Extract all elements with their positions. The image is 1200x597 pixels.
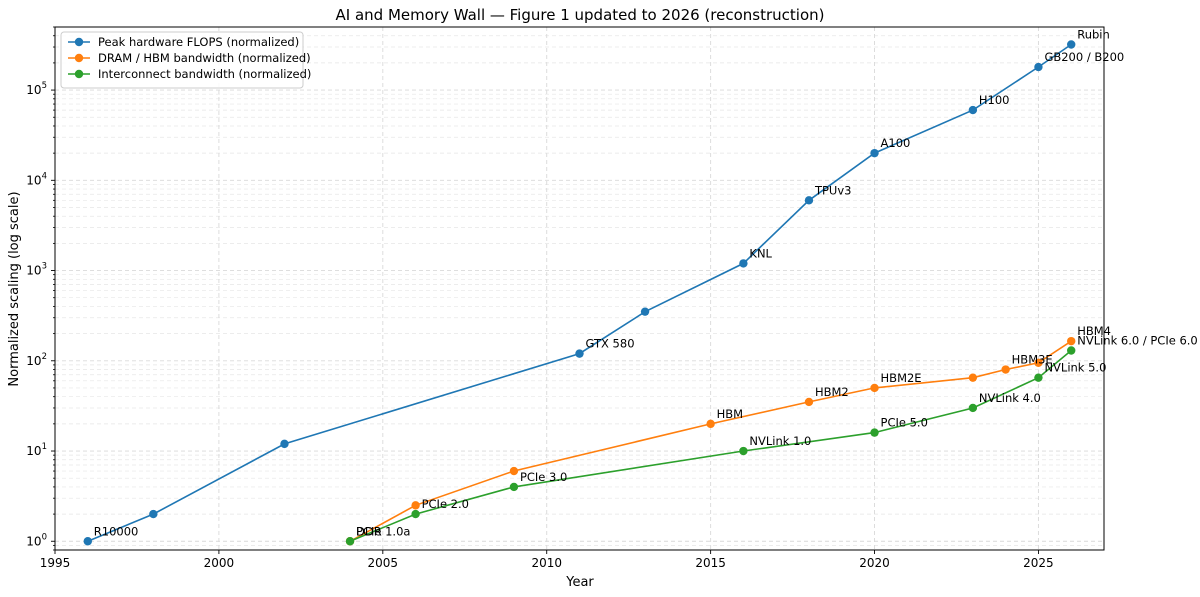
- data-point: [968, 105, 978, 115]
- x-tick-label: 2025: [1023, 556, 1054, 570]
- y-tick-label: 104: [26, 171, 47, 187]
- x-tick-label: 2000: [204, 556, 235, 570]
- data-point: [411, 501, 420, 510]
- point-label: PCIe 1.0a: [356, 524, 410, 538]
- point-label: KNL: [749, 246, 772, 260]
- legend-box: [60, 31, 304, 89]
- y-tick-label: 102: [26, 352, 47, 368]
- grid-layer: [54, 26, 1104, 551]
- point-label: Rubin: [1077, 27, 1110, 41]
- data-point: [83, 537, 92, 546]
- data-point: [1034, 62, 1043, 72]
- point-label: HBM4: [1077, 324, 1111, 338]
- tick-layer: 100 101 102 103 104 105 1995 2000 2005 2010 2015 20…: [26, 26, 1054, 570]
- point-label: PCIe 2.0: [422, 497, 469, 511]
- legend-label: Peak hardware FLOPS (normalized): [98, 35, 299, 49]
- x-tick-label: 2020: [859, 556, 890, 570]
- data-point: [280, 439, 289, 449]
- legend-item: DRAM / HBM bandwidth (normalized): [68, 51, 311, 65]
- data-point: [804, 397, 814, 407]
- series-2: [345, 346, 1076, 546]
- legend-swatch-marker: [74, 37, 84, 47]
- point-label: PCIe 5.0: [881, 416, 928, 430]
- chart-title: AI and Memory Wall — Figure 1 updated to…: [336, 6, 825, 24]
- y-tick-label: 105: [26, 81, 47, 97]
- point-label: NVLink 1.0: [749, 434, 811, 448]
- legend-item: Interconnect bandwidth (normalized): [68, 67, 311, 81]
- x-tick-label: 2005: [368, 556, 399, 570]
- point-label: R10000: [94, 524, 139, 538]
- x-tick-label: 1995: [40, 556, 71, 570]
- data-point: [706, 419, 715, 429]
- point-label: NVLink 6.0 / PCIe 6.0: [1077, 334, 1198, 348]
- legend-swatch-marker: [74, 69, 84, 79]
- legend-swatch-marker: [74, 53, 84, 63]
- series-layer: [83, 40, 1076, 546]
- data-point: [1034, 358, 1043, 367]
- y-axis-label: Normalized scaling (log scale): [7, 191, 22, 386]
- point-label-layer: R10000 GTX 580 KNL TPUv3 A100 H100 GB200 / B20…: [94, 27, 1198, 538]
- x-tick-label: 2010: [531, 556, 562, 570]
- point-label: HBM3E: [1012, 353, 1053, 367]
- data-point: [739, 446, 748, 456]
- data-point: [804, 196, 814, 205]
- legend-label: DRAM / HBM bandwidth (normalized): [98, 51, 311, 65]
- data-point: [968, 373, 978, 382]
- series-line: [349, 340, 1072, 543]
- data-point: [870, 148, 879, 158]
- data-point: [1001, 365, 1010, 374]
- data-point: [345, 537, 355, 546]
- x-tick-label: 2015: [695, 556, 726, 570]
- data-point: [575, 349, 584, 358]
- point-label: TPUv3: [814, 183, 852, 197]
- point-label: PCIe 3.0: [520, 470, 567, 484]
- data-point: [509, 466, 519, 476]
- data-point: [149, 509, 158, 519]
- point-label: NVLink 5.0: [1044, 361, 1106, 375]
- point-label: GB200 / B200: [1044, 50, 1124, 64]
- point-label: DDR: [356, 524, 382, 538]
- legend-item: Peak hardware FLOPS (normalized): [68, 35, 299, 49]
- point-label: NVLink 4.0: [979, 391, 1041, 405]
- y-tick-label: 101: [26, 442, 47, 458]
- point-label: HBM2E: [881, 371, 922, 385]
- data-point: [411, 509, 420, 519]
- data-point: [1067, 40, 1076, 49]
- point-label: HBM2: [815, 385, 849, 399]
- data-point: [968, 403, 978, 413]
- data-point: [509, 482, 519, 492]
- data-point: [640, 307, 650, 316]
- series-line: [349, 349, 1072, 543]
- data-point: [739, 259, 748, 268]
- data-point: [870, 428, 879, 437]
- x-axis-label: Year: [565, 575, 594, 590]
- point-label: HBM: [717, 407, 743, 421]
- y-tick-label: 100: [26, 532, 47, 548]
- plot-frame: [54, 26, 1105, 551]
- data-point: [1034, 373, 1043, 382]
- point-label: H100: [979, 93, 1010, 107]
- data-point: [1067, 336, 1076, 346]
- point-label: A100: [881, 136, 911, 150]
- point-label: GTX 580: [586, 337, 635, 351]
- y-tick-label: 103: [26, 262, 47, 278]
- series-0: [83, 40, 1076, 546]
- data-point: [1067, 346, 1076, 355]
- legend: Peak hardware FLOPS (normalized) DRAM / H…: [60, 31, 311, 89]
- legend-label: Interconnect bandwidth (normalized): [98, 67, 311, 81]
- data-point: [870, 383, 879, 393]
